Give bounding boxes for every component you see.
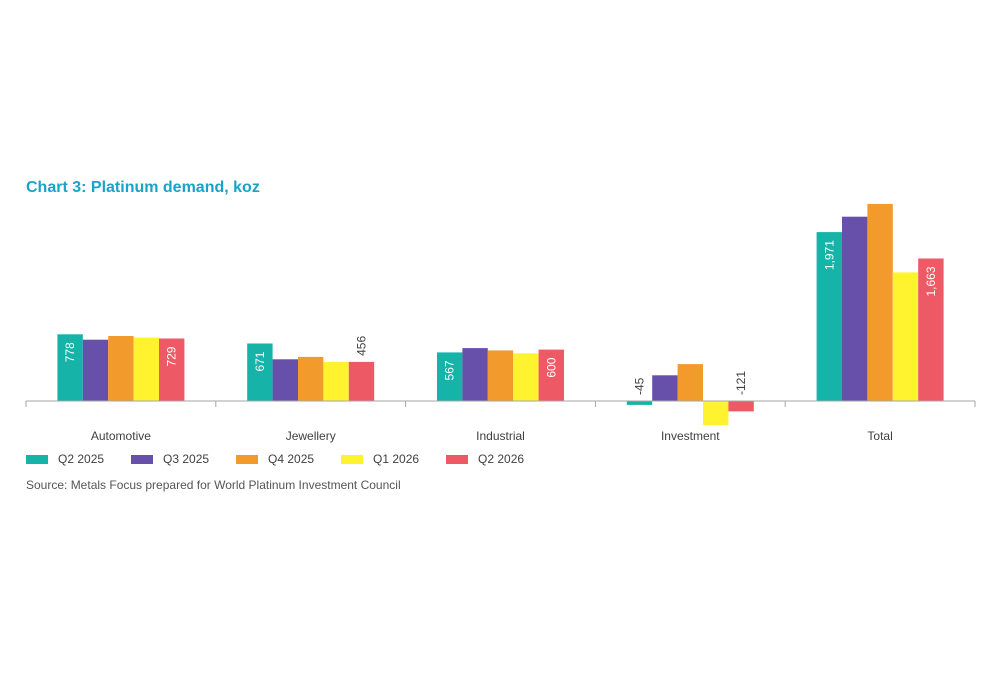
data-label: -45 [633, 377, 647, 395]
legend-swatch [446, 454, 468, 464]
bar [348, 361, 375, 401]
legend-item-q2-2026: Q2 2026 [446, 452, 524, 466]
bar [703, 401, 729, 425]
bar [108, 336, 134, 401]
bar [247, 343, 273, 401]
bar [652, 375, 678, 401]
bar [513, 353, 539, 401]
bar [487, 350, 514, 401]
category-label: Jewellery [286, 429, 336, 443]
legend-label: Q1 2026 [373, 452, 420, 466]
bar [82, 339, 109, 401]
bar [323, 362, 349, 401]
category-label: Industrial [476, 429, 525, 443]
bar [918, 258, 944, 401]
legend-swatch [131, 454, 153, 464]
legend-label: Q4 2025 [268, 452, 315, 466]
data-label: 671 [253, 351, 267, 371]
bar [677, 364, 703, 401]
chart-title: Chart 3: Platinum demand, koz [26, 179, 260, 196]
data-label: 567 [443, 360, 457, 380]
bar [298, 356, 324, 401]
category-label: Automotive [91, 429, 151, 443]
bar [462, 348, 488, 401]
bar [437, 352, 463, 401]
legend-label: Q2 2025 [58, 452, 105, 466]
bar [272, 359, 298, 401]
bar [816, 232, 842, 401]
legend-item-q1-2026: Q1 2026 [341, 452, 419, 466]
bar [538, 349, 564, 401]
bar [133, 337, 159, 401]
legend-swatch [341, 454, 363, 464]
data-label: 456 [355, 336, 369, 356]
bar [892, 272, 919, 401]
legend-label: Q2 2026 [478, 452, 525, 466]
source-note: Source: Metals Focus prepared for World … [26, 478, 401, 492]
legend-item-q2-2025: Q2 2025 [26, 452, 104, 466]
data-label: 1,663 [924, 266, 938, 296]
data-label: -121 [734, 371, 748, 395]
data-label: 600 [544, 357, 558, 377]
legend-label: Q3 2025 [163, 452, 210, 466]
legend-item-q3-2025: Q3 2025 [131, 452, 209, 466]
category-label: Total [867, 429, 892, 443]
data-label: 1,971 [822, 240, 836, 270]
category-label: Investment [661, 429, 720, 443]
bar [728, 401, 754, 412]
data-label: 778 [63, 342, 77, 362]
bar [867, 203, 893, 401]
bar [842, 216, 868, 401]
legend-item-q4-2025: Q4 2025 [236, 452, 314, 466]
legend-swatch [26, 454, 48, 464]
bar [626, 401, 653, 405]
bar [159, 338, 185, 401]
data-label: 729 [165, 346, 179, 366]
bar [57, 334, 83, 401]
legend-swatch [236, 454, 258, 464]
